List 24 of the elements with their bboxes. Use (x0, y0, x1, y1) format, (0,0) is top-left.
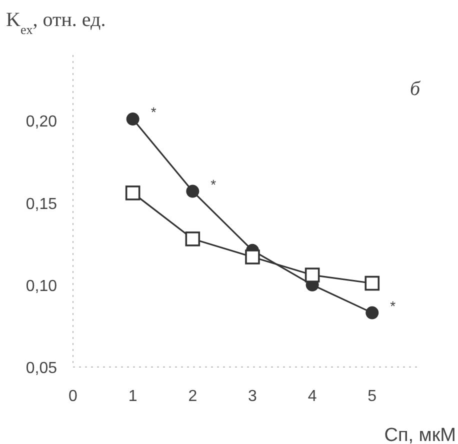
x-tick-label: 5 (368, 388, 377, 405)
annotation: * (390, 298, 396, 314)
x-tick-label: 3 (248, 388, 258, 405)
y-tick-label: 0,20 (26, 114, 58, 131)
point (186, 184, 200, 198)
x-tick-label: 1 (128, 388, 138, 405)
annotation: * (150, 104, 157, 120)
point (304, 268, 320, 282)
point (126, 112, 140, 126)
y-tick-label: 0,10 (26, 278, 58, 295)
point (245, 250, 260, 264)
point (125, 186, 140, 200)
x-tick-label: 2 (188, 388, 198, 405)
annotation: б (410, 78, 421, 100)
y-tick-label: 0,15 (26, 196, 58, 213)
x-axis-title: Сп, мкМ (384, 425, 456, 444)
point (185, 232, 200, 246)
point (366, 306, 379, 320)
x-tick-label: 0 (68, 388, 78, 405)
y-tick-label: 0,05 (26, 360, 58, 377)
x-tick-label: 4 (308, 388, 317, 405)
annotation: * (210, 176, 217, 192)
y-axis-title: K$_{ex}$, отн. ед. (6, 9, 106, 36)
point (364, 276, 380, 291)
